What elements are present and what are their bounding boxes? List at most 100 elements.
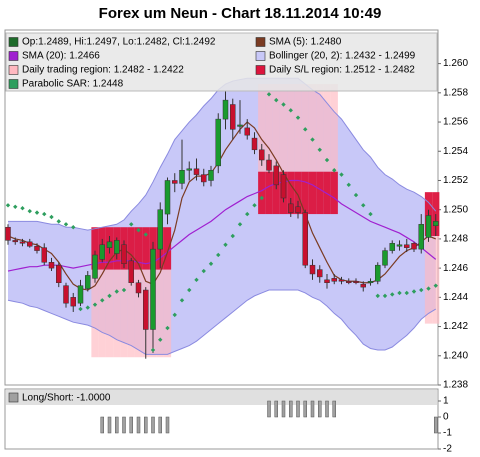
bar: [303, 400, 307, 418]
y-tick-label: 1.238: [443, 380, 468, 391]
region: [316, 84, 324, 172]
candle-body: [230, 104, 236, 130]
candle-body: [346, 281, 352, 283]
candle-body: [143, 289, 149, 330]
sar-point: [92, 302, 98, 307]
region: [316, 171, 324, 215]
sar-point: [324, 157, 330, 163]
sar-point: [165, 325, 170, 331]
candle-body: [92, 254, 98, 279]
candle-body: [266, 159, 272, 171]
bar: [281, 400, 286, 418]
sar-point: [274, 97, 279, 103]
y-tick-label: 1: [443, 396, 449, 407]
bar: [318, 400, 322, 418]
region: [294, 84, 302, 172]
sar-point: [245, 211, 250, 217]
legend-label: SMA (20): 1.2466: [22, 51, 100, 62]
sar-point: [375, 293, 380, 299]
legend-swatch: [8, 79, 19, 89]
region: [91, 227, 99, 270]
candle-body: [222, 99, 229, 120]
candle-body: [41, 247, 47, 263]
sar-point: [78, 306, 83, 312]
sar-point: [27, 208, 32, 214]
candle-body: [63, 285, 69, 304]
region: [105, 269, 114, 358]
candle-body: [114, 240, 120, 254]
region: [272, 84, 280, 172]
candle-body: [56, 264, 62, 283]
candle-body: [193, 168, 200, 175]
y-tick-label: 1.256: [443, 117, 468, 128]
candle-body: [382, 250, 388, 266]
candle-body: [288, 203, 294, 213]
legend-swatch: [255, 37, 266, 47]
region: [308, 84, 317, 172]
bar: [136, 416, 141, 434]
sar-point: [150, 347, 156, 353]
bar: [296, 400, 300, 418]
candle-body: [418, 224, 424, 250]
sar-point: [230, 233, 235, 239]
sar-point: [114, 289, 119, 294]
sar-point: [346, 182, 351, 188]
region: [323, 84, 331, 172]
sar-point: [433, 283, 438, 288]
legend-swatch: [8, 65, 19, 75]
candle-body: [367, 281, 374, 283]
legend-label: SMA (5): 1.2480: [269, 37, 342, 48]
region: [432, 235, 440, 324]
region: [156, 269, 164, 358]
sar-point: [13, 204, 18, 209]
candle-body: [34, 245, 40, 251]
region: [323, 171, 331, 215]
candle-body: [27, 241, 33, 247]
region: [134, 269, 143, 358]
candle-body: [164, 180, 171, 215]
sar-point: [100, 298, 105, 303]
candle-body: [85, 275, 91, 289]
y-tick-label: 1.246: [443, 263, 468, 274]
sar-point: [382, 293, 388, 299]
y-tick-label: 1.248: [443, 234, 468, 245]
sar-point: [361, 203, 366, 208]
sar-point: [194, 277, 199, 283]
region: [330, 84, 338, 172]
candle-body: [360, 283, 366, 288]
y-tick-label: -1: [443, 428, 452, 439]
sar-point: [310, 137, 315, 142]
region: [265, 171, 273, 215]
candle-body: [244, 127, 250, 136]
sar-point: [34, 210, 40, 215]
bar: [289, 400, 293, 418]
candle-body: [295, 206, 301, 213]
region: [113, 269, 121, 358]
region: [163, 269, 172, 358]
sar-point: [201, 268, 206, 274]
region: [265, 84, 273, 172]
sar-point: [426, 286, 431, 291]
y-tick-label: 1.258: [443, 87, 468, 98]
candle-body: [251, 137, 258, 151]
candle-body: [404, 244, 410, 248]
region: [287, 84, 295, 172]
sar-point: [85, 305, 90, 310]
sar-point: [136, 227, 141, 233]
sar-point: [63, 222, 69, 227]
candle-body: [280, 174, 287, 199]
sar-point: [295, 115, 301, 120]
bar: [151, 416, 155, 434]
sar-point: [42, 211, 47, 217]
lower-legend-box: [6, 390, 437, 405]
region: [258, 171, 266, 215]
lower-plot: 1 0 -1 -2 Long/Short: -1.0000: [8, 392, 452, 455]
legend-box: [5, 32, 438, 92]
region: [287, 171, 295, 215]
legend-swatch: [8, 392, 19, 403]
region: [142, 227, 150, 270]
candle-body: [237, 124, 243, 127]
candle-body: [309, 264, 316, 275]
sar-point: [332, 168, 337, 173]
sar-point: [223, 242, 228, 247]
